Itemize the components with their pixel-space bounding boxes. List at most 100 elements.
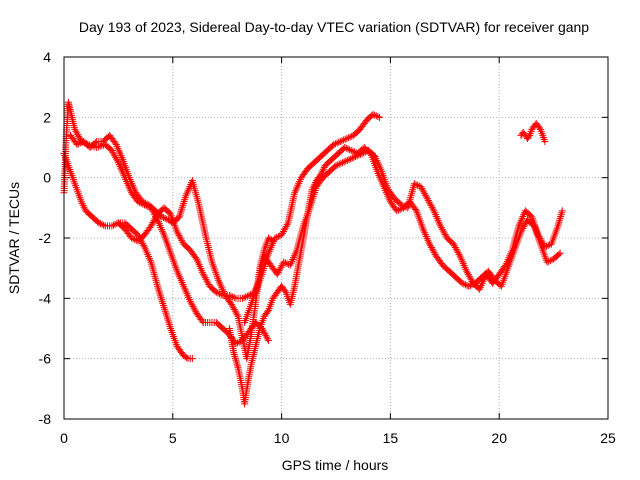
data-point (110, 221, 118, 229)
data-point (160, 214, 168, 222)
data-point (80, 203, 88, 211)
data-point (340, 136, 348, 144)
data-point (331, 140, 339, 148)
data-point (557, 213, 565, 221)
data-point (319, 165, 327, 173)
data-point (140, 241, 148, 249)
data-point (280, 258, 288, 266)
data-point (162, 311, 170, 319)
data-point (164, 317, 172, 325)
data-point (556, 216, 564, 224)
data-point (356, 150, 364, 158)
data-point (543, 258, 551, 266)
data-point (410, 180, 418, 188)
data-point (343, 156, 351, 164)
data-point (273, 233, 281, 241)
data-point (265, 337, 273, 345)
data-point (332, 162, 340, 170)
data-point (283, 221, 291, 229)
data-point (198, 317, 206, 325)
data-point (96, 142, 104, 150)
series-trace-g (517, 119, 549, 145)
x-tick-label: 15 (383, 430, 399, 446)
x-axis-label: GPS time / hours (282, 457, 389, 473)
data-point (350, 153, 358, 161)
data-point (243, 292, 251, 300)
data-point (163, 313, 171, 321)
data-point (543, 242, 551, 250)
data-point (376, 113, 384, 121)
data-point (79, 201, 87, 209)
data-point (176, 211, 184, 219)
data-point (546, 257, 554, 265)
data-point (225, 291, 233, 299)
y-tick-label: -6 (39, 351, 52, 367)
data-point (271, 234, 279, 242)
x-tick-label: 10 (274, 430, 290, 446)
data-point (393, 207, 401, 215)
data-point (142, 199, 150, 207)
data-point (242, 293, 250, 301)
data-point (155, 288, 163, 296)
data-point (556, 214, 564, 222)
data-point (162, 309, 170, 317)
data-point (274, 232, 282, 240)
data-point (401, 202, 409, 210)
data-point (158, 296, 166, 304)
y-tick-label: -2 (39, 230, 52, 246)
data-point (140, 199, 148, 207)
y-tick-label: -8 (39, 411, 52, 427)
data-point (341, 144, 349, 151)
data-point (336, 137, 344, 145)
data-point (158, 213, 166, 221)
data-point (458, 279, 466, 287)
y-tick-label: -4 (39, 290, 52, 306)
data-point (349, 147, 357, 155)
data-point (163, 215, 171, 223)
data-point (343, 134, 351, 142)
data-point (353, 152, 361, 160)
data-point (544, 242, 552, 250)
data-point (337, 159, 345, 167)
data-point (346, 146, 354, 154)
data-point (156, 290, 164, 298)
data-point (98, 220, 106, 228)
data-point (338, 137, 346, 145)
series-trace-c (67, 131, 277, 363)
data-point (165, 319, 173, 327)
y-tick-label: 0 (43, 170, 51, 186)
data-point (455, 250, 463, 258)
data-point (348, 154, 356, 162)
data-point (460, 280, 468, 288)
data-point (178, 205, 186, 213)
data-point (179, 201, 187, 209)
data-point (158, 298, 166, 306)
data-point (216, 290, 224, 298)
data-point (113, 157, 121, 165)
plot-area (60, 98, 566, 408)
data-point (245, 291, 253, 299)
data-point (238, 294, 246, 302)
data-point (541, 137, 549, 145)
data-point (414, 181, 422, 189)
data-point (233, 311, 241, 319)
data-point (555, 218, 563, 226)
data-point (374, 113, 382, 121)
data-point (179, 199, 187, 207)
data-point (227, 292, 235, 300)
data-point (127, 234, 135, 242)
y-axis-label: SDTVAR / TECUs (6, 182, 22, 294)
data-point (555, 250, 563, 258)
data-point (355, 151, 363, 159)
data-point (214, 289, 222, 297)
series-trace-f (241, 147, 566, 326)
data-point (557, 211, 565, 219)
data-point (78, 200, 86, 208)
data-point (346, 133, 354, 141)
x-tick-label: 25 (600, 430, 616, 446)
data-point (263, 308, 271, 316)
data-point (233, 360, 241, 368)
data-point (183, 354, 191, 362)
data-point (369, 110, 377, 118)
data-point (319, 167, 327, 175)
